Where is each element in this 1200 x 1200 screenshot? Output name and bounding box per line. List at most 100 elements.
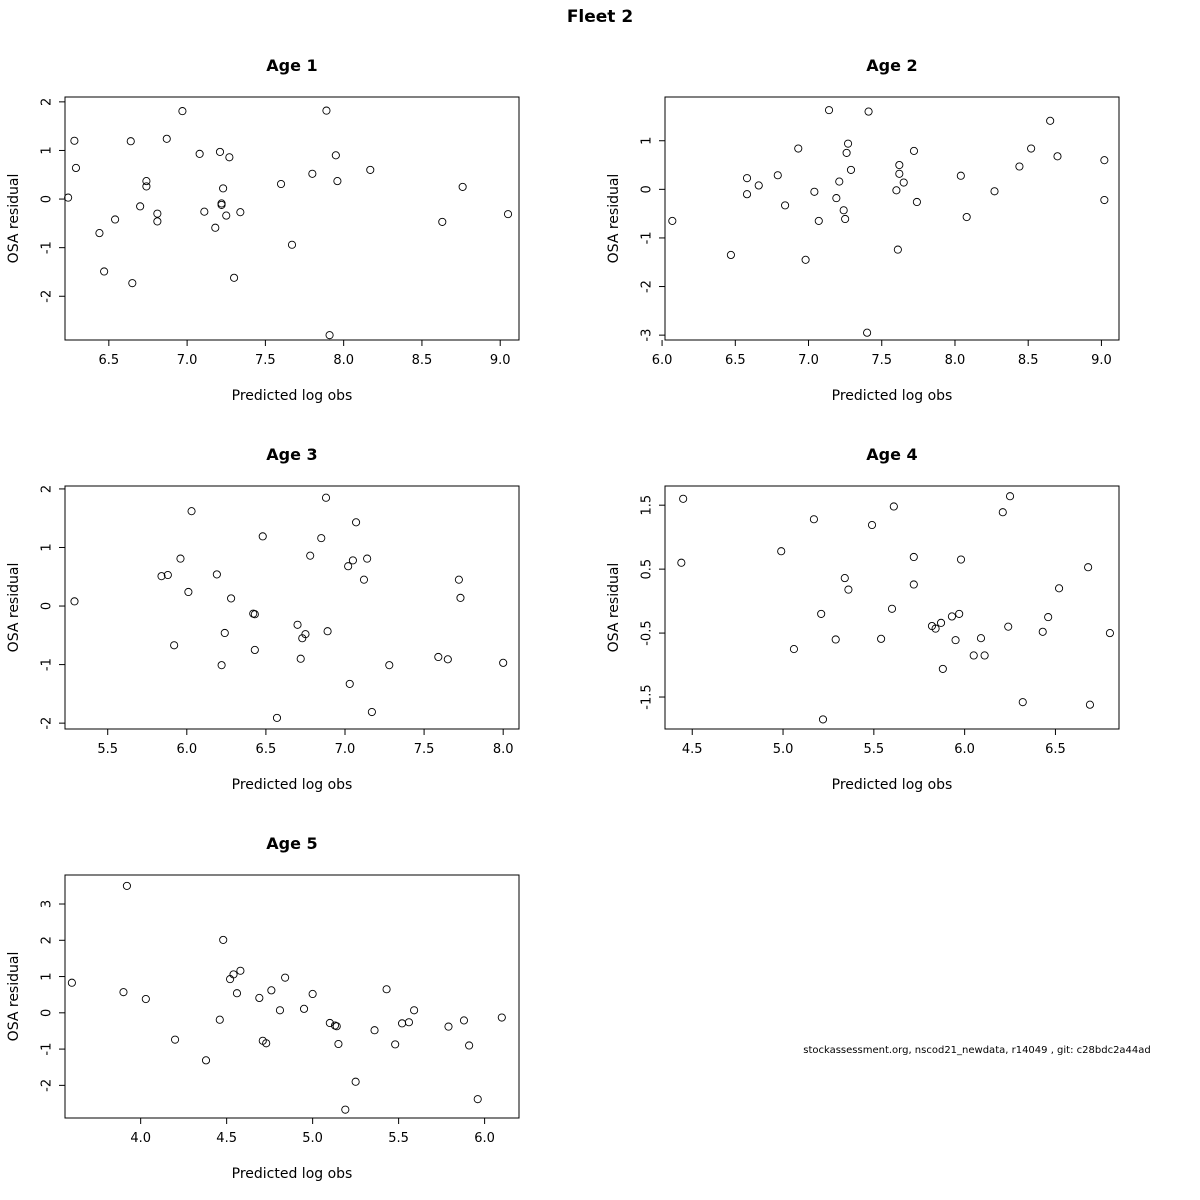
data-point <box>754 181 763 190</box>
data-point <box>844 139 853 148</box>
data-point <box>809 515 818 524</box>
data-point <box>497 1013 506 1022</box>
data-point <box>126 137 135 146</box>
y-tick-label: -2 <box>40 717 55 730</box>
data-point <box>195 149 204 158</box>
data-point <box>157 572 166 581</box>
data-point <box>842 148 851 157</box>
footer-caption: stockassessment.org, nscod21_newdata, r1… <box>803 1045 1151 1056</box>
x-tick-label: 6.5 <box>725 353 746 368</box>
data-point <box>258 532 267 541</box>
data-point <box>864 107 873 116</box>
data-point <box>1046 116 1055 125</box>
data-point <box>938 664 947 673</box>
panel-title: Age 5 <box>266 834 317 853</box>
data-point <box>325 331 334 340</box>
data-point <box>781 201 790 210</box>
x-tick-label: 7.5 <box>871 353 892 368</box>
y-axis-label: OSA residual <box>606 174 622 264</box>
y-axis-label: OSA residual <box>6 952 22 1042</box>
plot-frame <box>64 485 520 730</box>
data-point <box>839 206 848 215</box>
data-point <box>142 182 151 191</box>
data-point <box>679 494 688 503</box>
data-point <box>465 1041 474 1050</box>
data-point <box>359 575 369 584</box>
data-point <box>990 187 999 196</box>
data-point <box>810 187 819 196</box>
data-point <box>70 597 79 606</box>
x-tick-label: 9.0 <box>490 353 511 368</box>
data-point <box>250 610 259 619</box>
x-tick-label: 7.0 <box>798 353 819 368</box>
data-point <box>370 1026 379 1035</box>
data-point <box>281 973 290 982</box>
data-point <box>222 211 231 220</box>
y-tick-label: 1 <box>40 543 55 551</box>
y-tick-label: -3 <box>640 329 655 342</box>
data-point <box>229 970 238 979</box>
data-point <box>976 634 986 643</box>
data-point <box>299 1004 309 1013</box>
panel-title: Age 4 <box>866 445 917 464</box>
data-point <box>341 1105 350 1114</box>
data-point <box>232 989 242 998</box>
data-point <box>272 713 282 722</box>
data-point <box>895 169 904 178</box>
data-point <box>71 163 81 173</box>
x-tick-label: 7.5 <box>414 742 435 757</box>
data-point <box>909 146 919 155</box>
data-point <box>456 593 465 602</box>
data-point <box>831 635 840 644</box>
panel-title: Age 3 <box>266 445 317 464</box>
data-point <box>352 518 361 527</box>
data-point <box>841 214 850 224</box>
x-tick-label: 6.0 <box>652 353 673 368</box>
data-point <box>844 585 853 594</box>
data-point <box>893 245 902 254</box>
x-tick-label: 5.5 <box>97 742 118 757</box>
y-tick-label: 0 <box>40 602 55 610</box>
data-point <box>1044 613 1053 622</box>
data-point <box>1004 622 1013 631</box>
x-tick-label: 6.0 <box>176 742 197 757</box>
data-point <box>323 627 332 636</box>
data-point <box>454 575 463 584</box>
data-point <box>211 223 220 232</box>
data-point <box>863 328 872 337</box>
data-point <box>219 935 228 944</box>
x-axis-label: Predicted log obs <box>832 777 953 793</box>
data-point <box>212 570 221 579</box>
data-point <box>887 604 897 613</box>
data-point <box>444 1022 453 1031</box>
data-point <box>1015 162 1024 171</box>
x-tick-label: 5.0 <box>773 742 794 757</box>
data-point <box>200 207 209 216</box>
y-tick-label: 2 <box>40 936 55 944</box>
data-point <box>119 988 128 997</box>
plot-frame <box>64 874 520 1119</box>
data-point <box>1038 627 1047 636</box>
data-point <box>275 1006 285 1015</box>
x-tick-label: 7.0 <box>335 742 356 757</box>
y-tick-label: 1 <box>40 146 55 154</box>
y-tick-label: -2 <box>640 280 655 293</box>
x-tick-label: 6.5 <box>256 742 277 757</box>
data-point <box>434 652 443 662</box>
data-point <box>301 630 310 639</box>
data-point <box>824 106 834 115</box>
data-point <box>980 651 989 660</box>
data-point <box>227 594 236 603</box>
data-point <box>287 240 297 249</box>
data-point <box>255 993 264 1003</box>
data-point <box>136 202 145 211</box>
data-point <box>225 153 234 162</box>
data-point <box>892 186 901 195</box>
data-point <box>262 1039 271 1048</box>
data-point <box>951 636 960 645</box>
x-tick-label: 8.0 <box>333 353 354 368</box>
x-tick-label: 4.0 <box>130 1131 151 1146</box>
data-point <box>184 587 193 597</box>
data-point <box>217 200 226 209</box>
data-point <box>801 255 810 264</box>
